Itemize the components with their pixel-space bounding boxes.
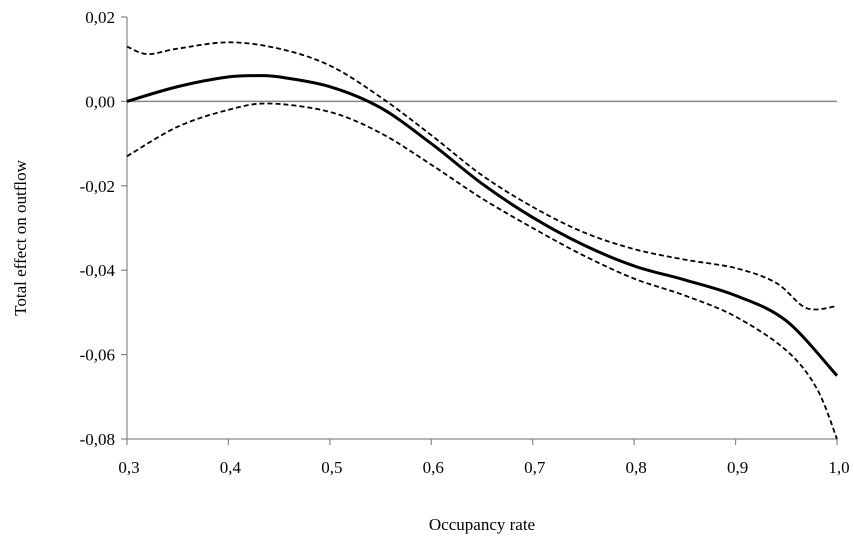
- x-tick-label: 0,9: [727, 458, 748, 477]
- x-tick-label: 0,7: [524, 458, 546, 477]
- x-tick-label: 0,4: [220, 458, 242, 477]
- x-tick-label: 0,5: [321, 458, 342, 477]
- series-group: [126, 41, 839, 440]
- y-axis-title: Total effect on outflow: [11, 159, 30, 315]
- x-tick-label: 0,8: [626, 458, 647, 477]
- y-tick-label: -0,02: [80, 177, 115, 196]
- y-tick-label: -0,04: [80, 261, 116, 280]
- x-tick-label: 0,6: [423, 458, 444, 477]
- y-tick-label: 0,02: [85, 8, 115, 27]
- y-tick-label: -0,08: [80, 430, 115, 449]
- estimate-line: [126, 74, 839, 377]
- y-tick-label: 0,00: [85, 92, 115, 111]
- x-axis-title: Occupancy rate: [429, 515, 535, 534]
- tick-labels: 0,02 0,00 -0,02 -0,04 -0,06 -0,080,3 0,4 0,5 0,6…: [80, 8, 850, 477]
- confidence-band-line-1: [126, 41, 838, 311]
- confidence-band-line-2: [126, 102, 838, 440]
- y-tick-label: -0,06: [80, 346, 115, 365]
- x-tick-label: 0,3: [118, 458, 139, 477]
- x-tick-label: 1,0: [828, 458, 849, 477]
- axes: [121, 16, 838, 445]
